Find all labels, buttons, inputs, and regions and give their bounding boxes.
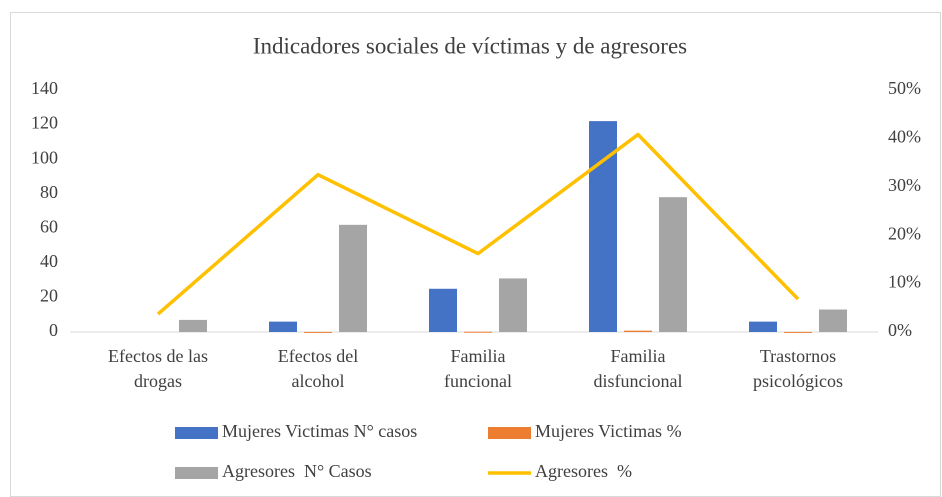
bar (499, 278, 527, 332)
y-tick-label: 60 (40, 216, 58, 236)
bar (819, 309, 847, 332)
x-tick-label: disfuncional (594, 371, 683, 391)
y-tick-label: 40 (40, 251, 58, 271)
chart-title: Indicadores sociales de víctimas y de ag… (253, 33, 687, 58)
x-tick-label: Efectos de las (108, 346, 208, 366)
y-tick-label: 100 (31, 147, 58, 167)
bar (269, 321, 297, 332)
bar (429, 288, 457, 332)
y2-tick-label: 40% (888, 127, 921, 147)
y-tick-label: 120 (31, 113, 58, 133)
bar (624, 330, 652, 332)
bar (589, 121, 617, 332)
chart-frame (10, 12, 941, 497)
x-tick-label: psicológicos (753, 371, 843, 391)
legend-swatch (488, 427, 531, 439)
y-tick-label: 0 (49, 320, 58, 340)
y-tick-label: 140 (31, 78, 58, 98)
x-tick-label: Efectos del (278, 346, 358, 366)
y2-tick-label: 10% (888, 272, 921, 292)
bar (749, 321, 777, 332)
bar (339, 224, 367, 332)
legend-label: Agresores N° Casos (222, 461, 372, 481)
x-tick-label: Familia (611, 346, 666, 366)
y2-tick-label: 0% (888, 320, 912, 340)
bar (179, 319, 207, 332)
x-tick-label: Familia (451, 346, 506, 366)
x-tick-label: drogas (134, 371, 182, 391)
bar (659, 197, 687, 332)
bar (464, 331, 492, 333)
x-tick-label: Trastornos (760, 346, 836, 366)
bar (304, 331, 332, 333)
x-tick-label: alcohol (292, 371, 345, 391)
legend-label: Mujeres Victimas N° casos (222, 421, 417, 441)
legend-label: Mujeres Victimas % (535, 421, 682, 441)
line (156, 132, 800, 316)
y2-tick-label: 30% (888, 175, 921, 195)
legend-label: Agresores % (535, 461, 632, 481)
x-tick-label: funcional (444, 371, 512, 391)
bar (784, 331, 812, 333)
legend-swatch (175, 467, 218, 479)
y-tick-label: 20 (40, 286, 58, 306)
legend-swatch (175, 427, 218, 439)
y2-tick-label: 50% (888, 78, 921, 98)
y2-tick-label: 20% (888, 223, 921, 243)
y-tick-label: 80 (40, 182, 58, 202)
